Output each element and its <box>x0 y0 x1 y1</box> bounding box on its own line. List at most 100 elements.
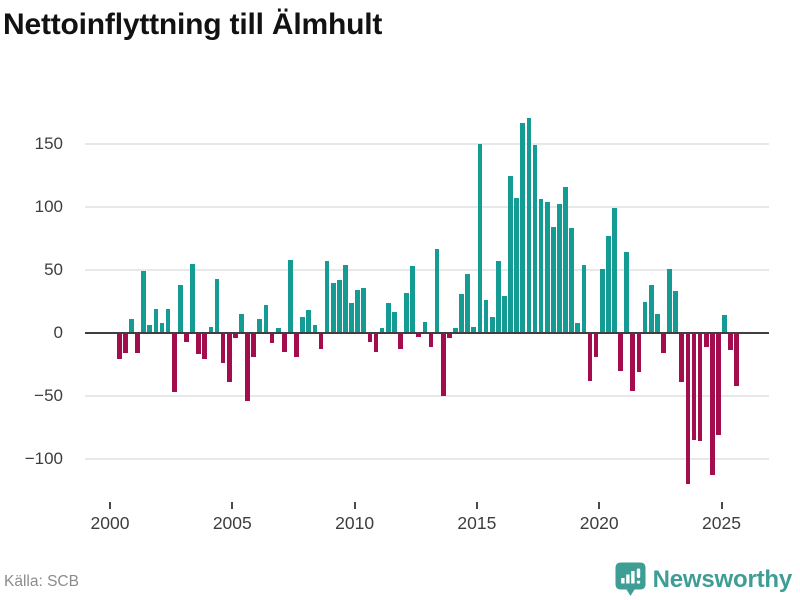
y-axis-label--50: −50 <box>34 386 63 405</box>
bar-2002Q1 <box>159 322 165 333</box>
bar-2022Q3 <box>661 334 666 353</box>
bar-2020Q3 <box>612 208 617 333</box>
bar-2024Q2 <box>703 334 709 347</box>
bar-2005Q4 <box>251 334 257 357</box>
bar-2001Q3 <box>147 325 153 333</box>
bar-2006Q4 <box>275 327 281 333</box>
gridline-50 <box>85 269 769 271</box>
bar-2004Q3 <box>220 334 226 363</box>
bar-2015Q4 <box>495 261 501 333</box>
bar-2025Q1 <box>722 315 727 333</box>
bar-2009Q4 <box>349 302 354 333</box>
bar-2016Q3 <box>514 198 519 333</box>
bar-2023Q4 <box>691 334 697 440</box>
x-axis-label-2005: 2005 <box>212 513 252 533</box>
bar-2011Q2 <box>385 302 391 333</box>
bar-2007Q2 <box>288 259 293 333</box>
bar-2001Q4 <box>153 309 159 333</box>
bar-2016Q1 <box>502 296 507 333</box>
bar-2013Q2 <box>434 248 440 333</box>
newsworthy-logo-text: Newsworthy <box>652 565 793 593</box>
bar-2018Q2 <box>557 204 562 333</box>
bar-2021Q3 <box>636 334 642 372</box>
bar-2021Q4 <box>642 301 648 333</box>
source-note: Källa: SCB <box>4 573 79 590</box>
bar-2024Q4 <box>716 334 721 435</box>
x-axis-tick-2025 <box>720 502 723 509</box>
bar-2000Q4 <box>129 319 134 333</box>
bar-2003Q1 <box>184 334 189 342</box>
bar-2012Q4 <box>422 321 428 333</box>
x-axis-zero-line <box>85 332 769 334</box>
x-axis-tick-2010 <box>353 502 356 509</box>
y-axis-label-100: 100 <box>34 197 63 216</box>
bar-2004Q2 <box>214 278 220 333</box>
gridline-150 <box>85 143 769 145</box>
newsworthy-logo: Newsworthy <box>615 562 792 597</box>
bar-2002Q4 <box>177 285 183 333</box>
bar-2012Q2 <box>410 266 416 333</box>
x-axis-label-2000: 2000 <box>90 513 130 533</box>
bar-2025Q2 <box>728 334 733 351</box>
bar-2015Q2 <box>483 300 489 333</box>
bar-2014Q2 <box>459 293 464 333</box>
bar-2009Q3 <box>343 264 348 333</box>
bar-2012Q1 <box>404 292 409 333</box>
bar-2017Q2 <box>532 145 538 333</box>
bar-2013Q4 <box>447 334 452 338</box>
bar-2023Q2 <box>679 334 685 382</box>
bar-2011Q3 <box>391 311 397 333</box>
bar-2007Q3 <box>294 334 299 357</box>
bar-2012Q3 <box>416 334 422 337</box>
bar-2000Q3 <box>122 334 128 353</box>
x-axis-label-2015: 2015 <box>457 513 497 533</box>
bar-2003Q4 <box>202 334 208 360</box>
bar-2008Q3 <box>318 334 324 350</box>
bar-2005Q3 <box>245 334 250 401</box>
gridline--50 <box>85 395 769 397</box>
bar-2016Q4 <box>520 122 526 333</box>
bar-2008Q4 <box>324 261 330 333</box>
bar-2015Q3 <box>489 316 495 333</box>
bar-2010Q3 <box>367 334 373 342</box>
y-axis-label-50: 50 <box>44 260 63 279</box>
bar-2000Q2 <box>116 334 122 360</box>
bar-2018Q1 <box>550 227 556 333</box>
bar-2014Q1 <box>453 327 458 333</box>
bar-2022Q1 <box>648 285 654 333</box>
chart-title: Nettoinflyttning till Älmhult <box>3 8 383 41</box>
bar-2013Q3 <box>440 334 446 396</box>
bar-2002Q3 <box>171 334 177 392</box>
bar-2020Q2 <box>606 235 611 333</box>
x-axis-tick-2020 <box>598 502 601 509</box>
bar-2006Q2 <box>263 305 269 333</box>
bar-2010Q2 <box>361 287 367 333</box>
bar-2023Q3 <box>685 334 691 484</box>
bar-2010Q1 <box>355 290 360 333</box>
x-axis-tick-2015 <box>475 502 478 509</box>
bar-2024Q3 <box>709 334 715 476</box>
bar-2008Q1 <box>306 310 312 333</box>
bar-2024Q1 <box>697 334 703 442</box>
bar-2011Q1 <box>379 327 385 333</box>
bar-2007Q1 <box>281 334 287 352</box>
bar-2018Q4 <box>569 228 575 333</box>
x-axis-tick-2000 <box>109 502 111 509</box>
bar-2014Q4 <box>471 326 477 333</box>
bar-2025Q3 <box>734 334 740 386</box>
y-axis-label--100: −100 <box>24 449 63 468</box>
bar-2005Q2 <box>239 314 244 333</box>
y-axis-label-150: 150 <box>34 134 63 153</box>
bar-2006Q3 <box>269 334 275 343</box>
bar-2017Q3 <box>538 199 544 333</box>
x-axis-label-2020: 2020 <box>579 513 619 533</box>
bar-2007Q4 <box>300 316 305 333</box>
bar-2016Q2 <box>508 175 513 333</box>
bar-2013Q1 <box>428 334 434 347</box>
bar-2003Q2 <box>190 263 195 333</box>
bar-2021Q1 <box>624 252 630 333</box>
bar-2011Q4 <box>398 334 403 350</box>
bar-2019Q3 <box>587 334 593 381</box>
bar-2003Q3 <box>196 334 201 355</box>
